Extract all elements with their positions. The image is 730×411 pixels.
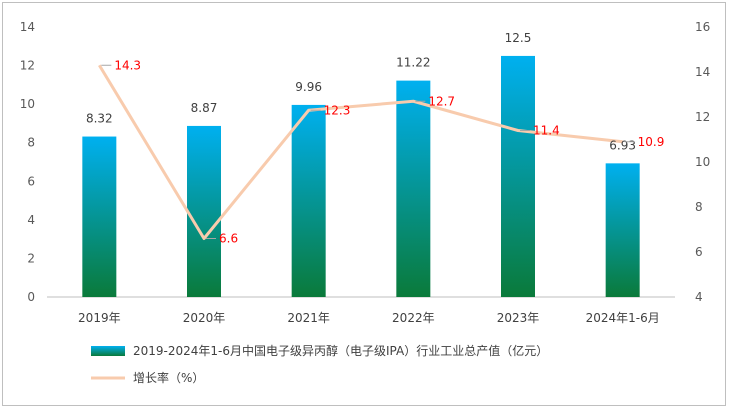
y-left-tick-label: 0: [27, 290, 35, 304]
x-category-label: 2024年1-6月: [586, 311, 660, 325]
y-right-tick-label: 4: [695, 290, 703, 304]
y-right-tick-label: 14: [695, 65, 710, 79]
line-data-label: 14.3: [114, 58, 141, 72]
bar-data-label: 8.87: [191, 101, 218, 115]
bar-data-label: 11.22: [396, 56, 430, 70]
y-right-tick-label: 10: [695, 155, 710, 169]
y-right-tick-label: 8: [695, 200, 703, 214]
bar: [396, 80, 431, 297]
chart-frame: 0 2 4 6 8 10 12 14 4 6 8 10 12 14 16 2019年 2020年 2021年 202…: [2, 2, 726, 406]
growth-line: [98, 64, 623, 240]
legend: 2019-2024年1-6月中国电子级异丙醇（电子级IPA）行业工业总产值（亿元…: [91, 343, 548, 385]
axes-layer: 0 2 4 6 8 10 12 14 4 6 8 10 12 14 16 2019年 2020年 2021年 202…: [20, 20, 711, 325]
bar: [501, 55, 535, 297]
legend-bar-label: 2019-2024年1-6月中国电子级异丙醇（电子级IPA）行业工业总产值（亿元…: [133, 343, 548, 358]
y-right-tick-label: 12: [695, 110, 710, 124]
bar: [291, 104, 326, 298]
y-left-tick-label: 10: [20, 97, 35, 111]
bar-data-label: 12.5: [505, 31, 532, 45]
legend-bar-swatch: [91, 346, 125, 356]
x-category-label: 2020年: [183, 311, 226, 325]
y-left-tick-label: 14: [20, 20, 35, 34]
line-data-label: 12.7: [428, 94, 455, 108]
x-category-label: 2023年: [497, 311, 540, 325]
line-data-label: 6.6: [219, 232, 238, 246]
chart-svg: 0 2 4 6 8 10 12 14 4 6 8 10 12 14 16 2019年 2020年 2021年 202…: [20, 20, 711, 385]
bar-data-label: 8.32: [86, 112, 113, 126]
y-left-tick-label: 2: [27, 251, 35, 265]
line-layer: [98, 64, 623, 240]
x-category-label: 2019年: [78, 311, 121, 325]
x-category-label: 2021年: [287, 311, 330, 325]
y-left-tick-label: 6: [27, 174, 35, 188]
bar-data-label: 6.93: [609, 138, 636, 152]
y-right-tick-label: 16: [695, 20, 710, 34]
line-data-label: 11.4: [533, 124, 560, 138]
y-left-tick-label: 12: [20, 59, 35, 73]
line-data-label: 10.9: [638, 135, 665, 149]
line-data-label: 12.3: [324, 103, 351, 117]
bar: [605, 163, 640, 297]
x-category-label: 2022年: [392, 311, 435, 325]
legend-line-label: 增长率（%）: [133, 370, 204, 385]
labels-layer: 8.32 8.87 9.96 11.22 12.5 6.93 14.3 6.6 12.3 12.7…: [86, 31, 664, 246]
y-left-tick-label: 8: [27, 136, 35, 150]
bar: [82, 136, 117, 297]
bar-data-label: 9.96: [295, 80, 322, 94]
y-left-tick-label: 4: [27, 213, 35, 227]
y-right-tick-label: 6: [695, 245, 703, 259]
bars-layer: [82, 55, 640, 298]
bar: [187, 125, 221, 297]
